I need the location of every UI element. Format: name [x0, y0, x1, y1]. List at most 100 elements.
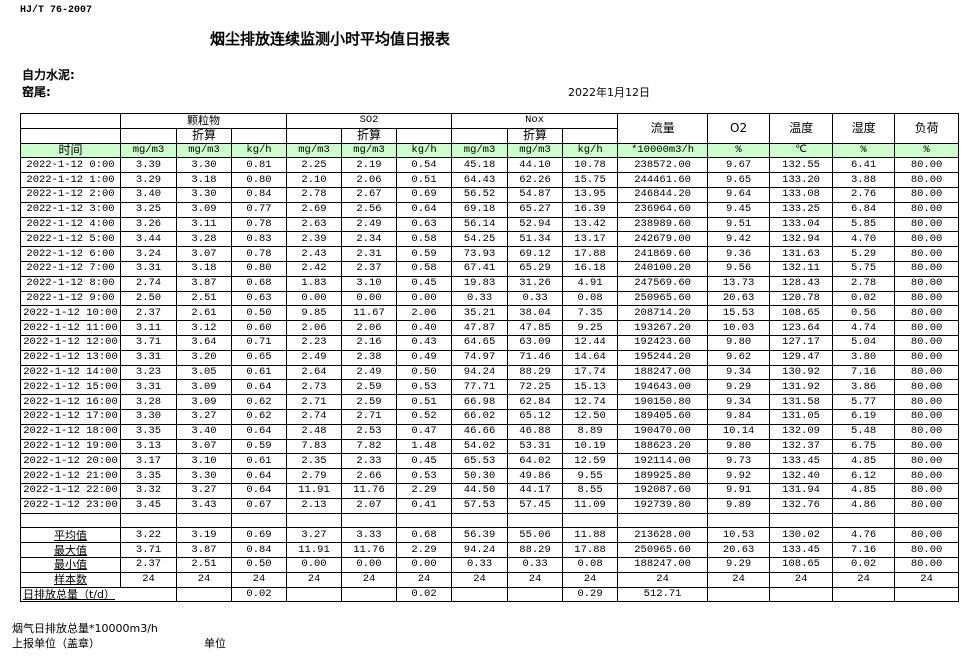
value-cell: 10.19 — [562, 438, 619, 455]
value-cell: 65.27 — [507, 201, 564, 218]
value-cell: 20.63 — [707, 290, 771, 307]
value-cell: 3.31 — [120, 349, 177, 366]
unit-cell: kg/h — [562, 142, 619, 159]
time-cell: 2022-1-12 22:00 — [20, 482, 121, 499]
value-cell: 24 — [451, 571, 509, 588]
value-cell — [769, 586, 834, 603]
value-cell: 0.84 — [230, 186, 288, 203]
header-blank — [230, 127, 288, 144]
value-cell: 128.43 — [769, 275, 834, 292]
value-cell: 12.44 — [562, 334, 619, 351]
value-cell: 0.00 — [286, 290, 343, 307]
value-cell: 3.87 — [176, 275, 232, 292]
value-cell: 2.19 — [341, 157, 398, 174]
value-cell: 2.06 — [341, 172, 398, 188]
value-cell: 62.26 — [507, 172, 564, 188]
blank-cell — [507, 512, 564, 529]
value-cell: 13.73 — [707, 275, 771, 292]
table-row: 2022-1-12 3:00 3.25 3.09 0.77 2.69 2.56 0.64 69… — [20, 201, 960, 218]
summary-row: 最小值 2.37 2.51 0.50 0.00 0.00 0.00 0.33 0.33 0.08 1… — [20, 556, 960, 573]
value-cell: 66.98 — [451, 394, 509, 410]
value-cell: 0.64 — [230, 379, 288, 396]
value-cell: 188247.00 — [617, 556, 709, 573]
value-cell: 132.76 — [769, 497, 834, 514]
value-cell: 0.68 — [396, 527, 453, 544]
value-cell: 7.82 — [341, 438, 398, 455]
value-cell: 0.33 — [451, 556, 509, 573]
value-cell: 4.74 — [832, 320, 896, 336]
value-cell: 0.68 — [230, 275, 288, 292]
value-cell: 3.31 — [120, 379, 177, 396]
value-cell: 24 — [707, 571, 771, 588]
value-cell: 0.41 — [396, 497, 453, 514]
value-cell: 236964.60 — [617, 201, 709, 218]
value-cell: 0.00 — [286, 556, 343, 573]
value-cell: 2.10 — [286, 172, 343, 188]
value-cell: 188623.20 — [617, 438, 709, 455]
value-cell: 0.45 — [396, 275, 453, 292]
table-row: 2022-1-12 22:00 3.32 3.27 0.64 11.91 11.76 2.2… — [20, 482, 960, 499]
value-cell: 3.40 — [176, 423, 232, 440]
standard-code: HJ/T 76-2007 — [20, 5, 93, 16]
time-cell: 2022-1-12 0:00 — [20, 157, 121, 174]
table-row: 2022-1-12 6:00 3.24 3.07 0.78 2.43 2.31 0.59 73… — [20, 246, 960, 262]
value-cell: 132.40 — [769, 468, 834, 484]
blank-cell — [451, 512, 509, 529]
value-cell: 2.48 — [286, 423, 343, 440]
value-cell: 24 — [617, 571, 709, 588]
value-cell: 246844.20 — [617, 186, 709, 203]
kiln-label: 窑尾: — [22, 85, 51, 99]
value-cell: 133.45 — [769, 453, 834, 470]
value-cell: 88.29 — [507, 364, 564, 381]
blank-cell — [176, 512, 232, 529]
value-cell: 3.28 — [120, 394, 177, 410]
value-cell: 2.29 — [396, 542, 453, 558]
value-cell: 0.33 — [451, 290, 509, 307]
value-cell: 4.86 — [832, 497, 896, 514]
value-cell: 0.33 — [507, 556, 564, 573]
value-cell: 238989.60 — [617, 216, 709, 233]
value-cell: 3.30 — [176, 157, 232, 174]
header-blank — [286, 127, 343, 144]
value-cell: 2.49 — [341, 216, 398, 233]
value-cell: 0.83 — [230, 231, 288, 248]
value-cell: 80.00 — [894, 497, 960, 514]
value-cell: 65.53 — [451, 453, 509, 470]
value-cell: 9.85 — [286, 305, 343, 322]
value-cell: 9.25 — [562, 320, 619, 336]
value-cell: 65.12 — [507, 408, 564, 425]
value-cell: 2.59 — [341, 379, 398, 396]
value-cell: 129.47 — [769, 349, 834, 366]
value-cell: 0.80 — [230, 172, 288, 188]
value-cell: 80.00 — [894, 542, 960, 558]
value-cell: 0.63 — [396, 216, 453, 233]
value-cell: 0.33 — [507, 290, 564, 307]
value-cell: 24 — [769, 571, 834, 588]
value-cell: 2.39 — [286, 231, 343, 248]
table-row: 2022-1-12 18:00 3.35 3.40 0.64 2.48 2.53 0.47 4… — [20, 423, 960, 440]
value-cell: 0.60 — [230, 320, 288, 336]
value-cell: 0.51 — [396, 394, 453, 410]
unit-cell: % — [832, 142, 896, 159]
value-cell: 3.20 — [176, 349, 232, 366]
value-cell: 3.27 — [176, 482, 232, 499]
value-cell: 3.31 — [120, 260, 177, 277]
value-cell: 2.37 — [341, 260, 398, 277]
value-cell: 3.30 — [176, 468, 232, 484]
table-row: 2022-1-12 16:00 3.28 3.09 0.62 2.71 2.59 0.51 6… — [20, 394, 960, 410]
value-cell: 131.94 — [769, 482, 834, 499]
value-cell: 24 — [341, 571, 398, 588]
value-cell: 130.92 — [769, 364, 834, 381]
value-cell: 0.58 — [396, 231, 453, 248]
value-cell: 54.87 — [507, 186, 564, 203]
value-cell: 17.74 — [562, 364, 619, 381]
blank-cell — [20, 512, 121, 529]
value-cell: 80.00 — [894, 438, 960, 455]
value-cell: 2.06 — [396, 305, 453, 322]
value-cell: 0.58 — [396, 260, 453, 277]
value-cell: 3.29 — [120, 172, 177, 188]
value-cell: 195244.20 — [617, 349, 709, 366]
value-cell: 9.73 — [707, 453, 771, 470]
value-cell: 80.00 — [894, 275, 960, 292]
table-row: 2022-1-12 21:00 3.35 3.30 0.64 2.79 2.66 0.53 5… — [20, 468, 960, 484]
